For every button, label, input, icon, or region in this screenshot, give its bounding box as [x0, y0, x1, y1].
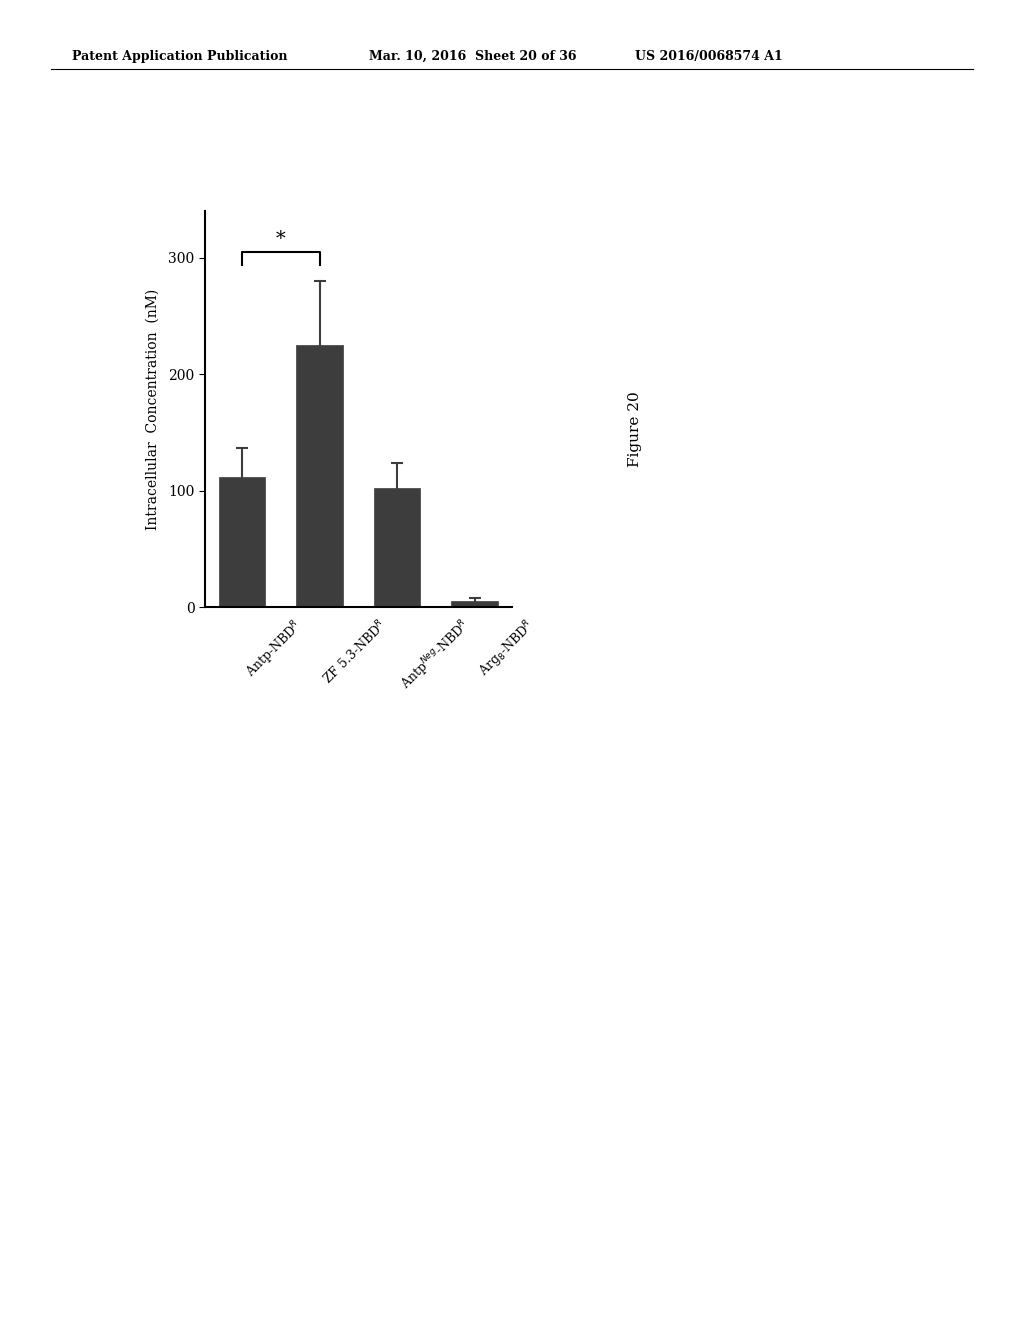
Text: US 2016/0068574 A1: US 2016/0068574 A1 [635, 50, 782, 63]
Text: Mar. 10, 2016  Sheet 20 of 36: Mar. 10, 2016 Sheet 20 of 36 [369, 50, 577, 63]
Text: Patent Application Publication: Patent Application Publication [72, 50, 287, 63]
Bar [374, 488, 421, 607]
Bar [219, 477, 265, 607]
Bar [452, 602, 498, 607]
Y-axis label: Intracellular  Concentration  (nM): Intracellular Concentration (nM) [145, 289, 160, 529]
Text: Figure 20: Figure 20 [628, 391, 642, 467]
Bar [296, 345, 343, 607]
Text: *: * [276, 231, 286, 248]
